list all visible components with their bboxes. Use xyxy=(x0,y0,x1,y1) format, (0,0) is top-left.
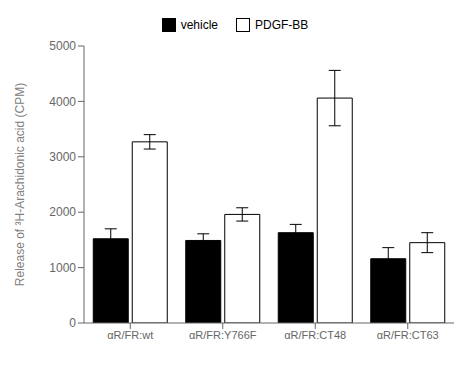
svg-text:5000: 5000 xyxy=(49,39,76,53)
svg-text:3000: 3000 xyxy=(49,150,76,164)
html-text:vehicle: vehicle xyxy=(180,18,218,32)
svg-text:αR/FR:Y766F: αR/FR:Y766F xyxy=(189,329,257,341)
svg-text:0: 0 xyxy=(69,316,76,330)
html-text:PDGF-BB: PDGF-BB xyxy=(255,18,309,32)
svg-text:αR/FR:CT63: αR/FR:CT63 xyxy=(377,329,439,341)
svg-text:Release of ³H-Arachidonic acid: Release of ³H-Arachidonic acid (CPM) xyxy=(13,83,27,286)
svg-text:4000: 4000 xyxy=(49,95,76,109)
svg-text:1000: 1000 xyxy=(49,261,76,275)
svg-text:αR/FR:CT48: αR/FR:CT48 xyxy=(284,329,346,341)
svg-text:αR/FR:wt: αR/FR:wt xyxy=(107,329,153,341)
svg-text:2000: 2000 xyxy=(49,205,76,219)
